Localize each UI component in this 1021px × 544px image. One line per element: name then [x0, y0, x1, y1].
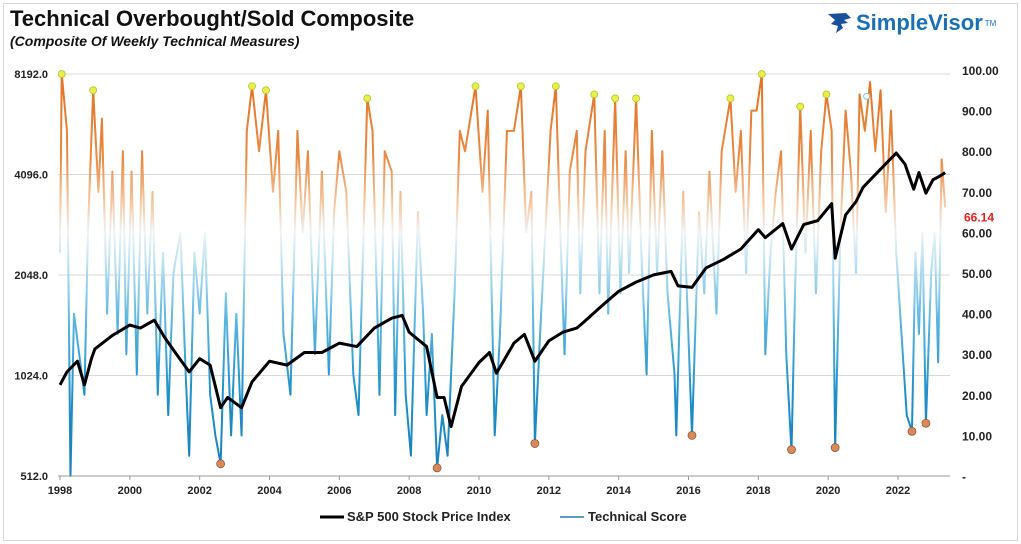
latest-value-label: 66.14: [964, 210, 994, 224]
oversold-marker: [787, 445, 796, 455]
oversold-marker: [216, 459, 226, 469]
overbought-marker: [757, 70, 766, 78]
overbought-marker: [248, 82, 256, 91]
overbought-marker: [551, 82, 560, 91]
overbought-marker: [590, 90, 599, 99]
overbought-marker: [517, 82, 525, 91]
eagle-logo-icon: [828, 13, 851, 33]
x-tick-label: 2018: [746, 485, 770, 497]
y-right-tick-label: -: [962, 470, 966, 484]
x-tick-label: 2008: [397, 485, 421, 497]
x-tick-label: 2002: [187, 485, 211, 497]
y-right-tick-label: 80.00: [962, 145, 992, 159]
legend-label-spx: S&P 500 Stock Price Index: [347, 509, 512, 524]
y-right-tick-label: 50.00: [962, 267, 992, 281]
simplevisor-logo: SimpleVisor TM: [826, 10, 996, 36]
y-left-tick-label: 1024.0: [14, 371, 48, 383]
overbought-marker: [796, 102, 805, 111]
y-right-tick-label: 60.00: [962, 226, 992, 240]
chart-frame: [3, 3, 1018, 541]
x-tick-label: 2010: [467, 485, 491, 497]
overbought-marker: [632, 94, 641, 103]
oversold-marker: [687, 430, 697, 440]
x-tick-label: 2022: [886, 485, 910, 497]
x-tick-label: 2000: [118, 485, 142, 497]
y-right-tick-label: 20.00: [962, 389, 992, 403]
y-left-tick-label: 2048.0: [14, 270, 48, 282]
y-left-tick-label: 8192.0: [14, 69, 48, 81]
x-tick-label: 2006: [327, 485, 351, 497]
y-right-tick-label: 90.00: [962, 105, 992, 119]
overbought-marker: [471, 82, 480, 91]
x-tick-label: 1998: [48, 485, 72, 497]
oversold-marker: [921, 418, 931, 428]
y-left-tick-label: 512.0: [20, 471, 48, 483]
overbought-marker: [57, 70, 66, 78]
oversold-marker: [432, 463, 442, 473]
x-tick-label: 2020: [816, 485, 840, 497]
overbought-marker: [611, 94, 620, 103]
overbought-marker: [89, 86, 98, 95]
spx-line: [58, 151, 946, 429]
y-right-tick-label: 10.00: [962, 429, 992, 443]
y-right-tick-label: 30.00: [962, 348, 992, 362]
brand-name: SimpleVisor: [856, 10, 983, 35]
overbought-marker: [262, 86, 270, 95]
x-tick-label: 2014: [606, 485, 631, 497]
overbought-marker: [822, 90, 831, 99]
y-left-tick-label: 4096.0: [14, 170, 48, 182]
chart-subtitle: (Composite Of Weekly Technical Measures): [10, 33, 300, 49]
legend-label-score: Technical Score: [588, 509, 687, 524]
y-right-tick-label: 40.00: [962, 308, 992, 322]
y-right-tick-label: 70.00: [962, 186, 992, 200]
x-tick-label: 2012: [537, 485, 561, 497]
overbought-marker: [363, 94, 372, 103]
y-right-tick-label: 100.00: [962, 64, 999, 78]
hollow-marker: [863, 92, 871, 100]
oversold-marker: [907, 426, 917, 436]
trademark: TM: [984, 18, 997, 28]
chart-title: Technical Overbought/Sold Composite: [10, 6, 415, 31]
oversold-marker: [530, 439, 540, 448]
x-tick-label: 2016: [676, 485, 700, 497]
oversold-marker: [830, 443, 840, 452]
overbought-marker: [726, 94, 735, 103]
x-tick-label: 2004: [257, 485, 282, 497]
